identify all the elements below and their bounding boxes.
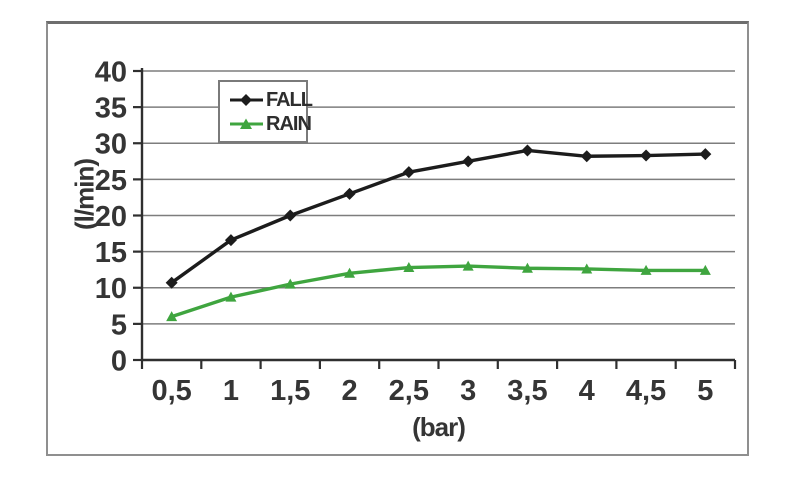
fall-data-point bbox=[165, 276, 178, 289]
y-tick-label: 40 bbox=[95, 56, 127, 88]
y-tick-label: 25 bbox=[95, 165, 127, 197]
fall-data-point bbox=[343, 187, 356, 200]
fall-data-point bbox=[580, 150, 593, 163]
fall-data-point bbox=[224, 234, 237, 247]
y-tick-label: 15 bbox=[95, 237, 127, 269]
y-tick-label: 30 bbox=[95, 129, 127, 161]
fall-series-line bbox=[170, 148, 706, 285]
legend-label-fall: FALL bbox=[266, 88, 313, 111]
rain-data-point bbox=[581, 263, 593, 274]
rain-data-point bbox=[166, 311, 178, 322]
x-tick-label: 5 bbox=[697, 375, 713, 407]
chart-figure: 0 5 10 15 20 25 30 35 40 0,5 1 1,5 2 2,5 3 3,5 4 4,5 5 (l/… bbox=[46, 21, 749, 456]
x-axis-title: (bar) bbox=[412, 412, 466, 442]
rain-data-point bbox=[462, 260, 474, 271]
x-tick-label: 1,5 bbox=[270, 375, 310, 407]
y-axis-title: (l/min) bbox=[69, 159, 100, 230]
rain-data-point bbox=[225, 291, 237, 302]
fall-data-point bbox=[462, 155, 475, 168]
rain-series-marker-icon bbox=[230, 118, 263, 129]
rain-series-line bbox=[171, 264, 706, 319]
rain-data-point bbox=[284, 278, 296, 289]
rain-data-point bbox=[403, 262, 415, 273]
fall-data-point bbox=[402, 166, 415, 179]
rain-data-point bbox=[699, 264, 711, 275]
x-tick-label: 1 bbox=[223, 375, 239, 407]
x-tick-label: 2,5 bbox=[389, 375, 429, 407]
fall-series-marker-icon bbox=[230, 94, 263, 106]
y-tick-label: 20 bbox=[95, 201, 127, 233]
legend: FALL RAIN bbox=[218, 80, 313, 143]
x-tick-label: 4 bbox=[579, 375, 595, 407]
y-tick-label: 5 bbox=[111, 309, 127, 341]
rain-data-point bbox=[521, 262, 533, 273]
fall-data-point bbox=[521, 144, 534, 157]
x-tick-label: 4,5 bbox=[626, 375, 666, 407]
line-chart: 0 5 10 15 20 25 30 35 40 0,5 1 1,5 2 2,5 3 3,5 4 4,5 5 bbox=[95, 56, 737, 407]
rain-data-point bbox=[344, 267, 356, 278]
fall-data-point bbox=[699, 148, 712, 161]
rain-data-point bbox=[640, 264, 652, 275]
y-tick-label: 10 bbox=[95, 273, 127, 305]
legend-label-rain: RAIN bbox=[266, 112, 312, 135]
fall-data-point bbox=[640, 149, 653, 162]
x-tick-label: 2 bbox=[341, 375, 357, 407]
legend-item-fall: FALL bbox=[229, 89, 313, 110]
y-tick-label: 35 bbox=[95, 93, 127, 125]
x-tick-label: 3,5 bbox=[507, 375, 547, 407]
y-tick-label: 0 bbox=[111, 345, 127, 377]
legend-item-rain: RAIN bbox=[229, 113, 312, 134]
x-tick-label: 3 bbox=[460, 375, 476, 407]
x-tick-label: 0,5 bbox=[151, 375, 191, 407]
fall-data-point bbox=[284, 209, 297, 222]
